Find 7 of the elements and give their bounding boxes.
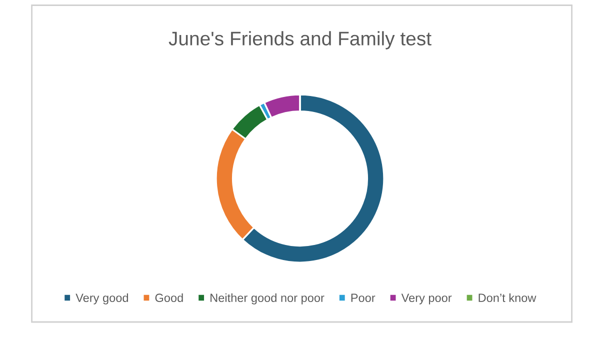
legend-label: Good xyxy=(155,293,183,302)
legend-label: Neither good nor poor xyxy=(210,293,324,304)
legend-label: Poor xyxy=(351,294,376,302)
legend-label: Don’t know xyxy=(478,293,536,302)
legend-label: Very poor xyxy=(401,294,452,304)
legend-label: Very good xyxy=(76,293,128,304)
chart-title: June's Friends and Family test xyxy=(168,31,432,50)
